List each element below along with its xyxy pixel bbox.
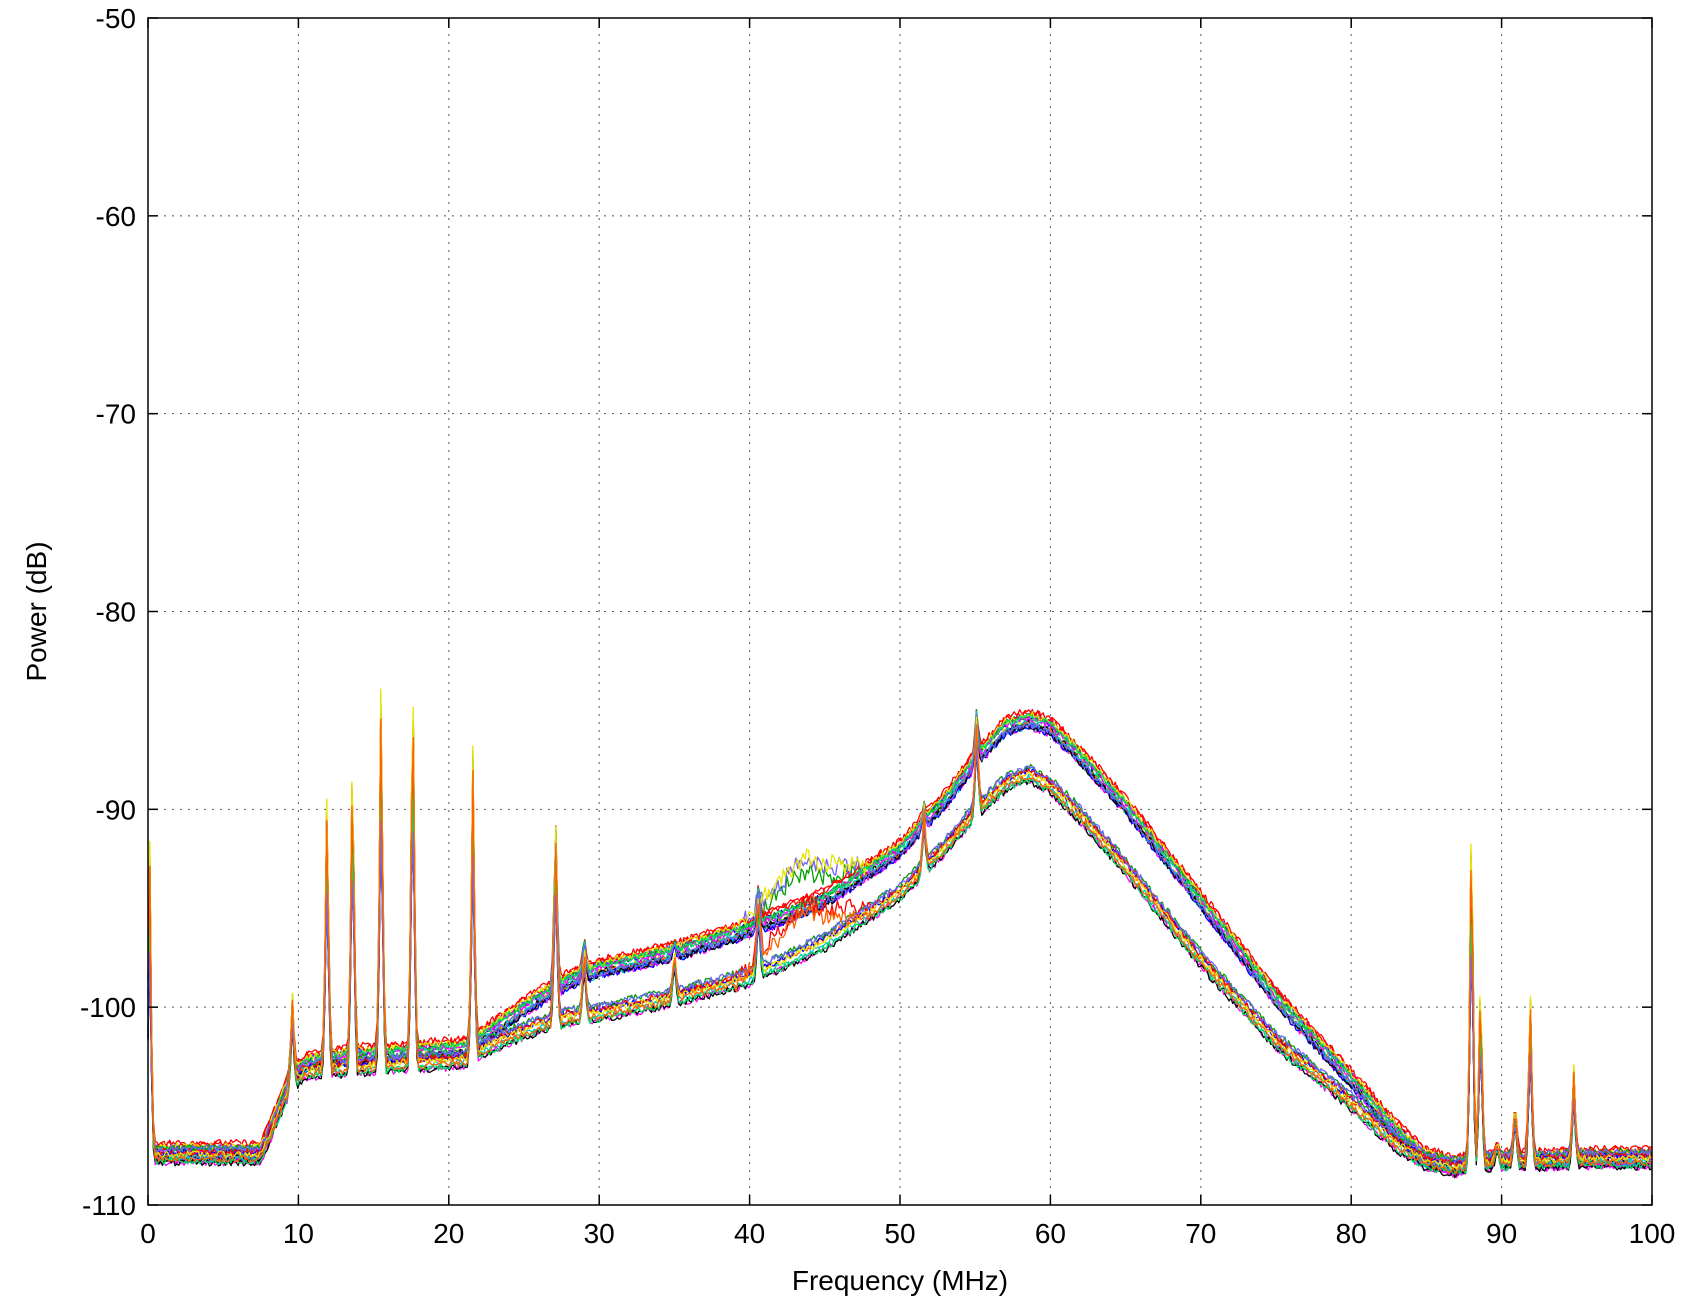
x-tick-label: 100: [1629, 1218, 1676, 1249]
x-tick-label: 50: [884, 1218, 915, 1249]
x-tick-label: 80: [1336, 1218, 1367, 1249]
y-tick-label: -110: [82, 1190, 136, 1221]
y-tick-label: -50: [96, 3, 136, 34]
y-axis-label: Power (dB): [21, 541, 52, 681]
x-tick-label: 0: [140, 1218, 156, 1249]
series-line: [147, 718, 1652, 1175]
series-line: [147, 708, 1652, 1160]
y-tick-label: -80: [96, 597, 136, 628]
x-tick-label: 20: [433, 1218, 464, 1249]
x-tick-label: 40: [734, 1218, 765, 1249]
series-line: [147, 713, 1652, 1167]
series-line: [147, 748, 1652, 1164]
x-tick-label: 10: [283, 1218, 314, 1249]
y-tick-label: -60: [96, 201, 136, 232]
x-tick-label: 60: [1035, 1218, 1066, 1249]
grid-layer: [148, 18, 1652, 1205]
series-line: [147, 740, 1652, 1175]
x-axis-label: Frequency (MHz): [792, 1265, 1008, 1296]
tick-layer: 0 10 20 30 40 50 60 70 80 90 100 -50 -60 -70 -80 -90 -10…: [80, 3, 1675, 1249]
x-tick-label: 30: [584, 1218, 615, 1249]
y-tick-label: -90: [96, 794, 136, 825]
y-tick-label: -100: [80, 992, 136, 1023]
series-line: [147, 688, 1652, 1171]
x-tick-label: 90: [1486, 1218, 1517, 1249]
y-tick-label: -70: [96, 399, 136, 430]
series-layer: [147, 688, 1653, 1179]
x-tick-label: 70: [1185, 1218, 1216, 1249]
